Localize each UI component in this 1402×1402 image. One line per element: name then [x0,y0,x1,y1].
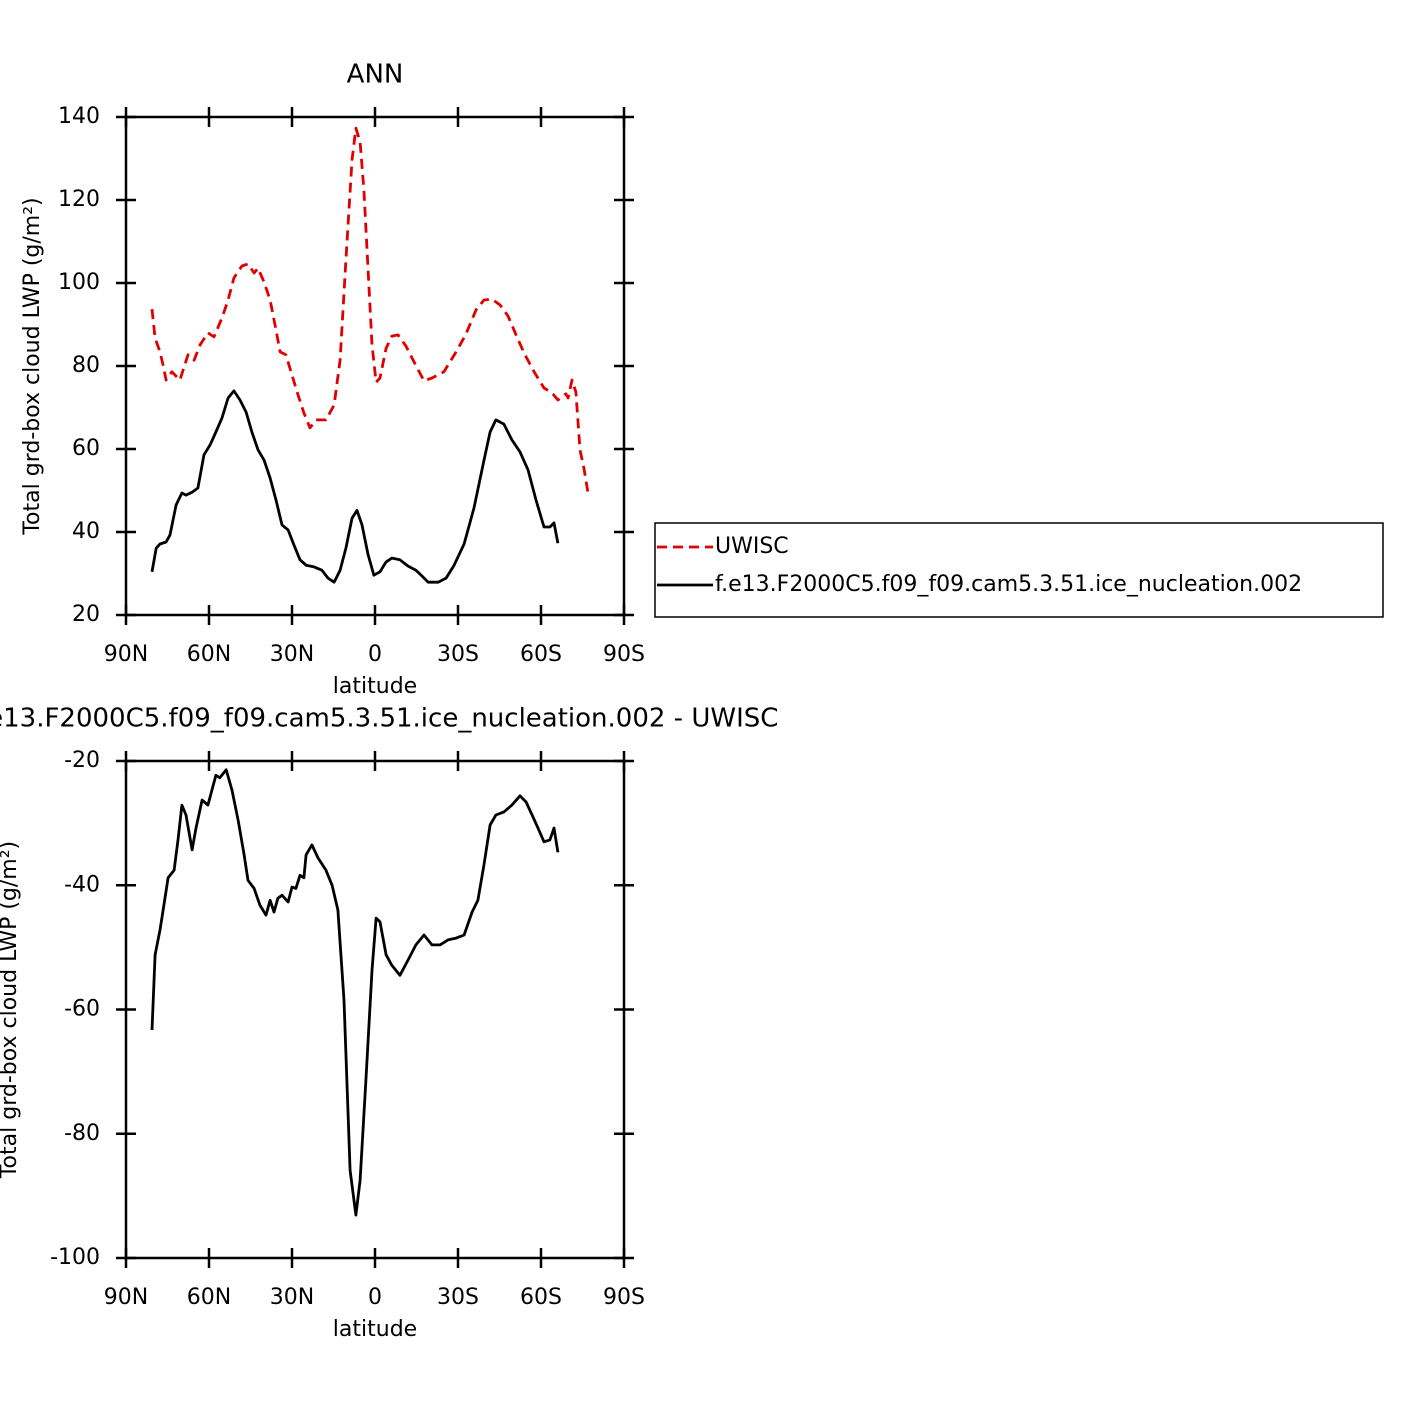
x-tick-label: 90S [603,642,645,667]
chart-title: ANN [347,60,404,90]
y-axis-label: Total grd-box cloud LWP (g/m²) [20,197,45,535]
chart-title: f.e13.F2000C5.f09_f09.cam5.3.51.ice_nucl… [0,704,778,734]
y-tick-label: 120 [58,187,100,212]
x-tick-label: 90N [104,642,148,667]
y-tick-label: 140 [58,104,100,129]
data-line [150,768,560,1217]
x-tick-label: 60S [520,1285,562,1310]
x-tick-label: 90S [603,1285,645,1310]
x-axis-label: latitude [333,1317,417,1342]
x-tick-label: 0 [368,1285,382,1310]
y-tick-label: -60 [64,997,100,1022]
data-line [150,389,560,584]
x-tick-label: 30N [270,642,314,667]
y-tick-label: 60 [72,436,100,461]
x-tick-label: 30S [437,642,479,667]
x-tick-label: 60N [187,1285,231,1310]
y-tick-label: -80 [64,1121,100,1146]
data-line [150,126,590,494]
y-axis-label: Total grd-box cloud LWP (g/m²) [0,841,22,1179]
y-tick-label: -20 [64,748,100,773]
y-tick-label: 20 [72,602,100,627]
y-tick-label: -40 [64,872,100,897]
y-tick-label: 100 [58,270,100,295]
legend-label: f.e13.F2000C5.f09_f09.cam5.3.51.ice_nucl… [715,572,1302,597]
x-tick-label: 90N [104,1285,148,1310]
legend-label: UWISC [715,534,789,559]
y-tick-label: -100 [50,1245,100,1270]
plot-frame [124,759,626,1260]
y-tick-label: 40 [72,519,100,544]
y-tick-label: 80 [72,353,100,378]
x-tick-label: 30N [270,1285,314,1310]
x-tick-label: 0 [368,642,382,667]
x-axis-label: latitude [333,674,417,699]
x-tick-label: 60S [520,642,562,667]
legend-box [654,522,1384,618]
x-tick-label: 30S [437,1285,479,1310]
plot-frame [124,115,626,617]
x-tick-label: 60N [187,642,231,667]
